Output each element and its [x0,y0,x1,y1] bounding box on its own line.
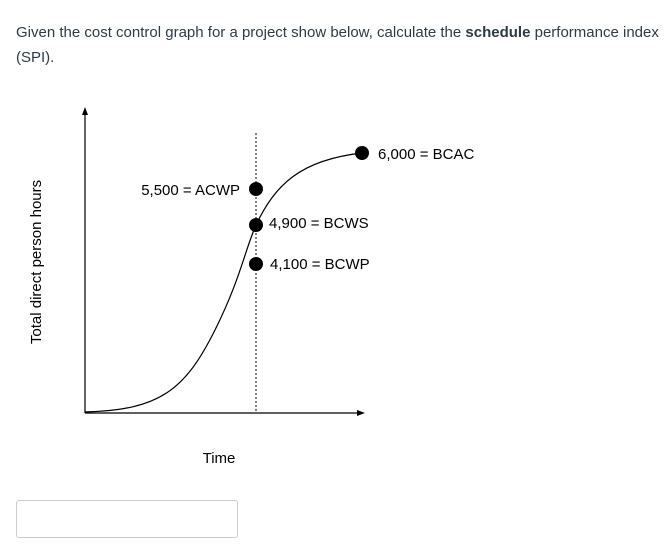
bcwp-label: 4,100 = BCWP [270,256,370,273]
x-axis-arrow [357,410,365,416]
bcwp-point [249,257,263,271]
acwp-point [249,182,263,196]
question-text: Given the cost control graph for a proje… [16,20,661,70]
question-text-start: Given the cost control graph for a proje… [16,24,466,41]
question-text-end: performance index (SPI). [16,24,659,66]
bcws-point [249,218,263,232]
y-axis-arrow [82,107,88,115]
answer-input[interactable] [16,500,238,538]
question-emphasis: schedule [465,24,531,41]
x-axis-label: Time [203,450,236,467]
bcac-label: 6,000 = BCAC [378,146,474,163]
bcac-point [355,146,369,160]
bcws-label: 4,900 = BCWS [269,215,369,232]
acwp-label: 5,500 = ACWP [141,182,240,199]
s-curve [84,152,363,413]
y-axis-label: Total direct person hours [28,180,45,344]
